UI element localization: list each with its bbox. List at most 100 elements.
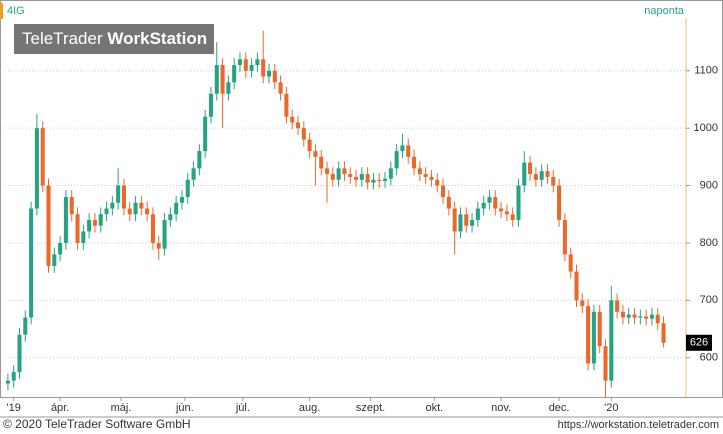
candle-body bbox=[121, 185, 126, 209]
candle-body bbox=[417, 168, 422, 175]
candle-body bbox=[290, 116, 295, 123]
candle-body bbox=[574, 271, 579, 301]
candle-body bbox=[644, 316, 649, 319]
candle-body bbox=[116, 185, 121, 203]
candle-body bbox=[278, 82, 283, 94]
candle-body bbox=[597, 311, 602, 347]
candle-body bbox=[365, 174, 370, 183]
candle-body bbox=[301, 128, 306, 140]
x-tick-label: aug. bbox=[299, 402, 320, 414]
candle-body bbox=[551, 176, 556, 186]
candle-body bbox=[58, 242, 63, 255]
candle-body bbox=[197, 151, 202, 169]
candle-body bbox=[313, 151, 318, 157]
candle-body bbox=[539, 171, 544, 180]
candle-body bbox=[168, 214, 173, 220]
candle-body bbox=[429, 176, 434, 180]
candle-body bbox=[516, 185, 521, 220]
candle-body bbox=[127, 208, 132, 215]
x-tick-label: jún. bbox=[175, 402, 194, 414]
plot: 600 700 800 900 1000 1100 '19 ápr. máj. jún. júl. a… bbox=[5, 30, 718, 414]
candle-body bbox=[319, 156, 324, 169]
candle-body bbox=[470, 219, 475, 226]
candle-body bbox=[232, 65, 237, 83]
logo-part1: TeleTrader bbox=[22, 29, 103, 48]
candle-body bbox=[388, 168, 393, 179]
logo: TeleTrader WorkStation bbox=[22, 29, 207, 48]
candle-body bbox=[203, 116, 208, 152]
candle-body bbox=[255, 59, 260, 66]
candle-body bbox=[40, 128, 45, 186]
logo-box bbox=[14, 24, 214, 54]
candle-body bbox=[394, 151, 399, 169]
x-tick-label: ápr. bbox=[51, 402, 69, 414]
candle-body bbox=[620, 311, 625, 318]
candle-body bbox=[179, 197, 184, 203]
candle-body bbox=[435, 179, 440, 186]
candle-body bbox=[133, 202, 138, 215]
candle-body bbox=[638, 316, 643, 318]
x-tick-label: nov. bbox=[491, 402, 511, 414]
candle-body bbox=[406, 145, 411, 157]
candle-body bbox=[249, 65, 254, 71]
candle-body bbox=[342, 168, 347, 175]
candle-body bbox=[226, 82, 231, 94]
candle-body bbox=[632, 314, 637, 318]
candle-body bbox=[5, 380, 10, 384]
last-price-label: 626 bbox=[690, 337, 708, 349]
candle-body bbox=[261, 59, 266, 77]
candle-body bbox=[568, 254, 573, 272]
y-tick-label: 800 bbox=[700, 237, 718, 249]
candle-body bbox=[661, 323, 666, 343]
candle-body bbox=[243, 59, 248, 71]
candle-body bbox=[510, 214, 515, 220]
candle-body bbox=[23, 317, 28, 335]
candle-body bbox=[34, 128, 39, 209]
candle-body bbox=[324, 168, 330, 175]
candle-body bbox=[92, 219, 97, 226]
candle-body bbox=[139, 202, 144, 209]
candle-body bbox=[487, 197, 492, 203]
candle-body bbox=[81, 231, 86, 243]
candle-body bbox=[63, 197, 68, 243]
candle-body bbox=[348, 174, 353, 177]
x-tick-label: dec. bbox=[549, 402, 570, 414]
last-price-box bbox=[686, 334, 712, 351]
candle-body bbox=[580, 300, 585, 307]
candle-body bbox=[29, 208, 34, 318]
candle-body bbox=[237, 59, 243, 66]
candle-body bbox=[452, 208, 457, 232]
url: https://workstation.teletrader.com bbox=[558, 419, 719, 431]
candle-body bbox=[156, 242, 161, 249]
candle-body bbox=[191, 168, 196, 180]
x-tick-label: '19 bbox=[7, 402, 21, 414]
candle-body bbox=[307, 139, 312, 152]
candle-body bbox=[475, 208, 480, 220]
candle-body bbox=[493, 197, 498, 209]
candle-body bbox=[412, 156, 417, 169]
candle-body bbox=[214, 65, 219, 94]
candle-body bbox=[185, 179, 190, 198]
copyright: © 2020 TeleTrader Software GmbH bbox=[3, 417, 191, 431]
candle-body bbox=[499, 208, 504, 212]
candle-body bbox=[110, 202, 115, 209]
candle-body bbox=[562, 219, 567, 255]
candle-body bbox=[557, 185, 562, 220]
candle-body bbox=[75, 214, 80, 243]
candle-body bbox=[174, 202, 179, 215]
candle-body bbox=[377, 179, 382, 181]
candle-body bbox=[533, 174, 538, 180]
candle-body bbox=[586, 306, 591, 364]
candle-body bbox=[295, 122, 301, 129]
candle-body bbox=[11, 372, 16, 381]
candle-body bbox=[528, 162, 533, 175]
candle-body bbox=[284, 93, 289, 117]
candle-body bbox=[649, 314, 654, 319]
candle-body bbox=[98, 214, 103, 226]
y-tick-label: 1100 bbox=[694, 65, 718, 77]
candle-body bbox=[359, 174, 364, 180]
x-tick-label: '20 bbox=[604, 402, 618, 414]
